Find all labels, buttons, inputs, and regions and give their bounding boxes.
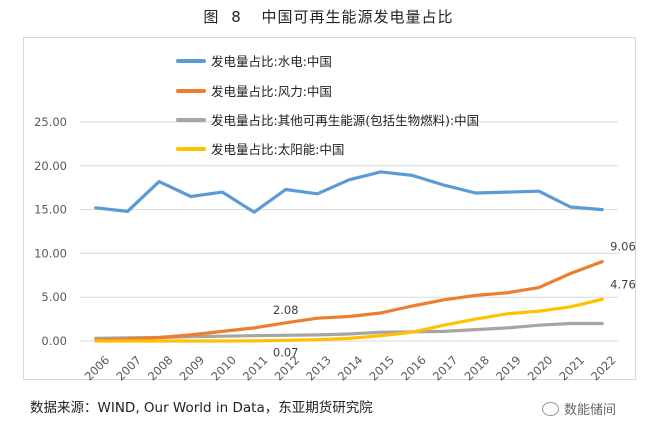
x-tick-label: 2015 (367, 353, 398, 384)
x-tick-label: 2022 (588, 353, 619, 384)
legend-label-hydro: 发电量占比:水电:中国 (211, 54, 332, 69)
series-line-wind (94, 260, 604, 342)
x-tick-label: 2018 (461, 353, 492, 384)
x-tick-label: 2016 (398, 353, 429, 384)
y-tick-label: 15.00 (34, 203, 67, 217)
x-tick-label: 2007 (113, 353, 144, 384)
series-line-solar (94, 297, 604, 343)
legend-label-wind: 发电量占比:风力:中国 (211, 84, 332, 99)
x-tick-label: 2017 (430, 353, 461, 384)
x-tick-label: 2010 (208, 353, 239, 384)
source-note: 数据来源：WIND, Our World in Data，东亚期货研究院 (30, 400, 373, 416)
y-tick-label: 0.00 (41, 334, 67, 348)
watermark: 数能储间 (542, 399, 616, 418)
x-tick-label: 2006 (82, 353, 113, 384)
chart-title: 中国可再生能源发电量占比 (261, 8, 454, 26)
x-tick-label: 2021 (556, 353, 587, 384)
y-tick-label: 25.00 (34, 115, 67, 129)
data-label-solar: 0.07 (273, 345, 299, 359)
series-line-hydro (94, 170, 604, 214)
figure-number: 8 (231, 8, 242, 26)
legend-swatch-solar (176, 147, 206, 151)
x-tick-label: 2013 (303, 353, 334, 384)
figure-title: 图 8 中国可再生能源发电量占比 (0, 6, 657, 27)
x-tick-label: 2008 (145, 353, 176, 384)
legend-label-other: 发电量占比:其他可再生能源(包括生物燃料):中国 (211, 113, 480, 128)
legend-label-solar: 发电量占比:太阳能:中国 (211, 142, 345, 157)
legend-swatch-other (176, 118, 206, 122)
x-tick-label: 2014 (335, 353, 366, 384)
data-label-wind: 2.08 (273, 303, 299, 317)
x-tick-label: 2019 (493, 353, 524, 384)
chart-frame (23, 37, 636, 380)
legend-swatch-wind (176, 89, 206, 93)
wechat-icon (542, 402, 559, 416)
figure-prefix: 图 (203, 8, 220, 26)
y-tick-label: 10.00 (34, 246, 67, 260)
legend-swatch-hydro (176, 59, 206, 63)
data-label-wind: 9.06 (610, 240, 636, 254)
x-tick-label: 2009 (177, 353, 208, 384)
y-tick-label: 5.00 (41, 290, 67, 304)
x-tick-label: 2011 (240, 353, 271, 384)
data-label-solar: 4.76 (610, 277, 636, 291)
x-tick-label: 2020 (525, 353, 556, 384)
y-tick-label: 20.00 (34, 159, 67, 173)
watermark-text: 数能储间 (564, 403, 617, 418)
